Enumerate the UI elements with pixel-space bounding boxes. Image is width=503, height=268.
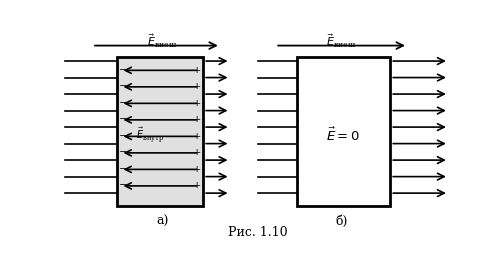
Text: +: + xyxy=(193,181,202,190)
Text: +: + xyxy=(193,165,202,174)
Text: −: − xyxy=(119,132,128,141)
Text: б): б) xyxy=(336,215,348,228)
Text: Рис. 1.10: Рис. 1.10 xyxy=(228,225,288,239)
Text: −: − xyxy=(119,82,128,91)
Text: $\vec{E}_{\mathregular{внеш}}$: $\vec{E}_{\mathregular{внеш}}$ xyxy=(326,33,357,50)
Bar xyxy=(117,57,203,206)
Text: −: − xyxy=(119,66,128,75)
Text: −: − xyxy=(119,148,128,157)
Bar xyxy=(297,57,390,206)
Text: +: + xyxy=(193,66,202,75)
Text: −: − xyxy=(119,99,128,108)
Text: −: − xyxy=(119,165,128,174)
Text: $\vec{E}_{\mathregular{внеш}}$: $\vec{E}_{\mathregular{внеш}}$ xyxy=(147,33,178,50)
Text: −: − xyxy=(119,181,128,190)
Text: а): а) xyxy=(156,215,169,228)
Text: +: + xyxy=(193,82,202,91)
Text: +: + xyxy=(193,115,202,124)
Text: +: + xyxy=(193,148,202,157)
Text: $\vec{E}_{\mathregular{внутр}}$: $\vec{E}_{\mathregular{внутр}}$ xyxy=(136,125,165,145)
Text: $\vec{E}=0$: $\vec{E}=0$ xyxy=(326,127,361,144)
Text: +: + xyxy=(193,99,202,108)
Text: +: + xyxy=(193,132,202,141)
Text: −: − xyxy=(119,115,128,124)
